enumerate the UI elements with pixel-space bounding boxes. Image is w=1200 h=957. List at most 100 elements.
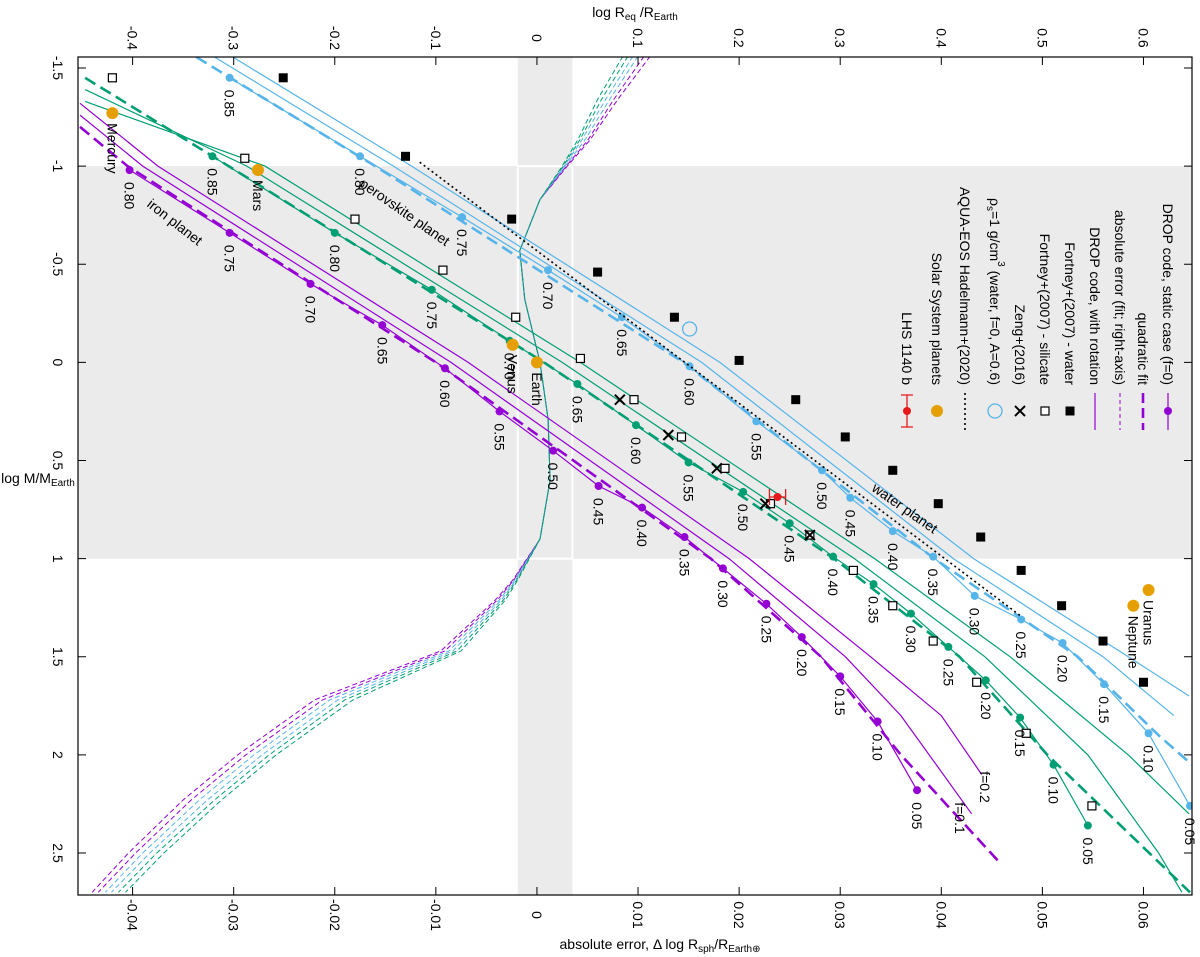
fortney-silicate-point <box>240 153 250 163</box>
legend-label: Fortney+(2007) - silicate <box>1037 234 1053 386</box>
legend-label: quadratic fit <box>1135 313 1151 385</box>
static-point <box>458 213 467 222</box>
point-label: 0.05 <box>1080 838 1096 865</box>
zeng-point <box>711 462 723 475</box>
left-tick-label: 1 <box>50 555 66 563</box>
point-label: 0.35 <box>677 549 693 576</box>
point-label: 0.65 <box>614 329 630 356</box>
plot-area <box>79 57 1192 894</box>
text-part: (water, f=0, A=0.6) <box>987 267 1003 385</box>
bottom-tick-label: -0.03 <box>226 899 242 931</box>
static-point <box>906 609 915 618</box>
legend-label: Fortney+(2007) - water <box>1062 242 1078 385</box>
text-part: sph <box>698 944 714 955</box>
left-tick-label: 0 <box>50 358 66 366</box>
bottom-tick-label: -0.01 <box>428 899 444 931</box>
fortney-silicate-point <box>888 601 898 611</box>
point-label: 0.50 <box>814 482 830 509</box>
static-point <box>873 717 882 726</box>
point-label: 0.30 <box>967 608 983 635</box>
left-tick-label: 0.5 <box>50 451 66 471</box>
y-axis-title: log Req /REarth <box>592 4 678 23</box>
point-label: 0.40 <box>885 543 901 570</box>
point-label: 0.05 <box>1182 818 1198 845</box>
static-point <box>684 458 693 467</box>
text-part: Earth <box>654 12 678 23</box>
legend-symbol <box>931 405 943 417</box>
fortney-water-point <box>669 312 679 322</box>
static-point <box>225 228 234 237</box>
top-tick-label: 0.5 <box>1034 28 1050 48</box>
left-tick-label: 1.5 <box>50 647 66 667</box>
text-part: log R <box>592 4 625 20</box>
point-label: 0.75 <box>424 302 440 329</box>
static-point <box>913 786 922 795</box>
bottom-tick-label: 0.03 <box>832 901 848 928</box>
point-label: 0.50 <box>735 504 751 531</box>
top-tick-label: 0.3 <box>832 28 848 48</box>
rotation-curve <box>84 100 1190 815</box>
point-label: 0.35 <box>925 569 941 596</box>
fortney-water-point <box>1057 601 1067 611</box>
point-label: 0.60 <box>682 378 698 405</box>
left-tick-label: 2 <box>50 751 66 759</box>
legend-symbol <box>1014 405 1026 417</box>
bottom-tick-label: 0.06 <box>1135 901 1151 928</box>
axes: -0.4 -0.3 -0.2 -0.1 0 0.1 0.2 0.3 0.4 0.5 0.6 -0.04… <box>1 4 1193 955</box>
top-tick-label: -0.3 <box>226 26 242 50</box>
planet-point <box>506 338 519 351</box>
static-point <box>685 362 694 371</box>
static-point <box>125 166 134 175</box>
top-tick-label: -0.2 <box>327 26 343 50</box>
annotation: f=0.2 <box>977 771 993 803</box>
point-label: 0.45 <box>842 510 858 537</box>
planet-point <box>530 356 543 369</box>
bottom-tick-label: 0 <box>529 911 545 919</box>
point-label: 0.20 <box>794 649 810 676</box>
text-part: =1 g/cm <box>987 211 1003 261</box>
static-point <box>739 487 748 496</box>
top-tick-label: 0.6 <box>1135 28 1151 48</box>
legend-label: AQUA-EOS Hadelmann+(2020) <box>957 187 973 385</box>
point-label: 0.70 <box>303 296 319 323</box>
point-label: 0.75 <box>454 229 470 256</box>
x-axis-title: log M/MEarth <box>1 470 75 489</box>
zeng-point <box>662 429 675 441</box>
background <box>78 57 1192 895</box>
static-point <box>356 152 365 161</box>
static-point <box>944 642 953 651</box>
rotation-curve <box>214 57 1175 717</box>
fortney-silicate-point <box>107 73 117 83</box>
static-point <box>970 591 979 600</box>
bottom-tick-label: -0.04 <box>125 899 141 931</box>
point-label: 0.35 <box>866 596 882 623</box>
point-label: 0.80 <box>327 245 343 272</box>
point-label: 0.25 <box>758 616 774 643</box>
left-tick-label: -1 <box>50 160 66 173</box>
point-label: 0.70 <box>502 353 518 380</box>
left-tick-label: -1.5 <box>50 56 66 80</box>
top-tick-label: 0.2 <box>731 28 747 48</box>
point-label: 0.25 <box>940 659 956 686</box>
rotation-curve <box>79 114 973 815</box>
fortney-water-point <box>401 151 411 161</box>
zeng-point <box>804 529 816 541</box>
point-label: 0.10 <box>1141 745 1157 772</box>
fortney-water-point <box>1138 677 1148 687</box>
point-label: 0.25 <box>1013 631 1029 658</box>
legend-label: absolute error (fit; right-axis) <box>1112 210 1128 385</box>
static-point <box>785 519 794 528</box>
legend-label: DROP code, static case (f=0) <box>1160 204 1176 385</box>
static-point <box>573 379 582 388</box>
static-point <box>638 503 647 512</box>
legend-symbol <box>903 407 911 415</box>
point-label: 0.60 <box>628 437 644 464</box>
fortney-silicate-point <box>720 463 730 473</box>
static-point <box>752 417 761 426</box>
top-tick-label: -0.4 <box>125 26 141 50</box>
static-point <box>617 313 626 322</box>
static-point <box>427 285 436 294</box>
fortney-water-point <box>840 432 850 442</box>
static-point <box>549 446 558 455</box>
static-point <box>378 321 387 330</box>
